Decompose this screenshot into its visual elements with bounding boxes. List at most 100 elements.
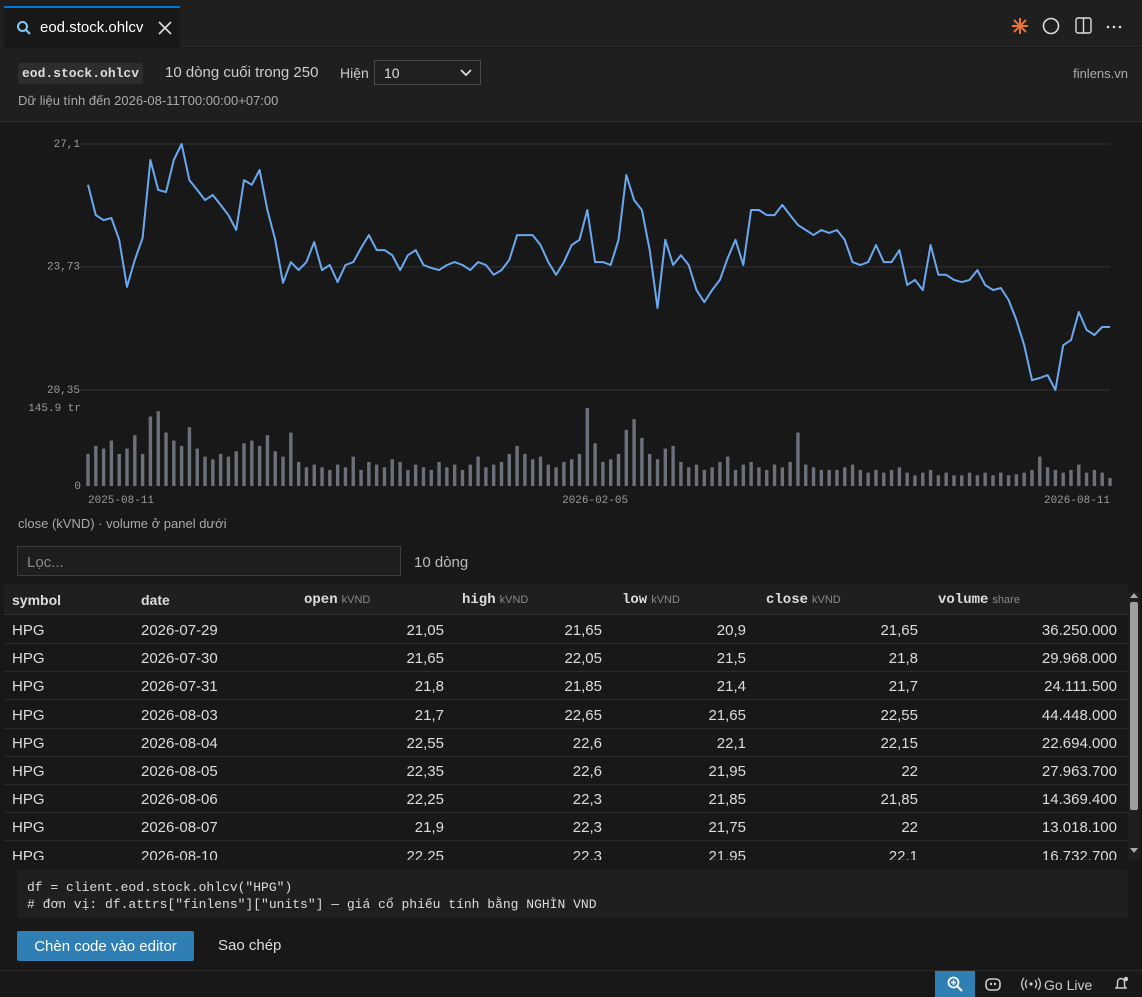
table-cell: 21,8 [888,650,918,668]
volume-bar [866,472,870,486]
volume-bar [406,469,410,486]
scrollbar[interactable] [1128,592,1140,860]
column-header[interactable]: close kVND [766,592,841,608]
table-cell: 24.111.500 [1044,678,1117,696]
y-tick-label: 23,73 [47,262,80,274]
volume-bar [367,461,371,486]
volume-bar [874,469,878,486]
table-cell: 29.968.000 [1041,650,1117,668]
table-cell: 2026-07-30 [141,650,218,668]
volume-bar [897,467,902,486]
volume-bar [468,464,472,486]
select-chevron [460,69,472,77]
table-cell: 21,65 [708,706,746,724]
brand: finlens.vn [1073,66,1128,81]
table-cell: 13.018.100 [1041,819,1117,837]
table-cell: 21,8 [414,678,444,696]
volume-bar [133,435,137,486]
volume-bar [609,459,613,486]
volume-bar [476,456,480,486]
filter-input[interactable]: Lọc... [17,546,401,576]
table-cell: HPG [12,791,45,809]
scroll-thumb[interactable] [1130,602,1138,810]
volume-bar [156,411,160,486]
notifications-icon[interactable] [1112,975,1130,993]
volume-bar [804,464,808,486]
table-cell: 21,9 [414,819,444,837]
table-cell: 36.250.000 [1041,622,1117,639]
insert-button[interactable]: Chèn code vào editor [17,931,194,961]
volume-bar [648,453,652,486]
volume-bar [499,461,504,486]
volume-bar [320,467,324,486]
table-cell: 21,05 [406,622,444,639]
volume-bar [843,467,847,486]
column-header[interactable]: open kVND [304,592,370,608]
table-cell: 2026-07-31 [141,678,218,696]
volume-bar [765,469,769,486]
volume-bar [234,451,238,486]
copilot-icon[interactable] [984,976,1002,992]
close-line [87,143,1110,391]
zoom-status[interactable] [935,971,975,997]
more-icon[interactable] [1106,25,1122,29]
table-row: HPG 2026-07-29 21,05 21,65 20,9 21,65 36.250.0… [4,616,1128,644]
volume-bar [148,416,153,486]
rows-select[interactable]: 10 [374,60,481,85]
table-cell: HPG [12,678,45,696]
volume-bar [289,432,293,486]
scroll-down[interactable] [1130,848,1138,854]
volume-bar [749,461,753,486]
code-line: # đơn vị: df.attrs["finlens"]["units"] —… [27,897,597,912]
volume-bar [811,467,816,486]
volume-bar [335,464,340,486]
column-header[interactable]: high kVND [462,592,528,608]
table-cell: 21,7 [414,706,444,724]
editor-tab[interactable]: eod.stock.ohlcv [4,6,180,47]
zoom-icon [947,976,963,992]
volume-bar [491,464,496,486]
volume-bar [398,461,402,486]
row-count: 10 dòng [414,554,469,571]
column-header[interactable]: volume share [938,592,1020,608]
table-cell: 22,05 [564,650,602,668]
column-header[interactable]: date [141,592,170,608]
go-live[interactable]: Go Live [1044,977,1093,993]
volume-bar [983,472,987,486]
code-line: df = client.eod.stock.ohlcv("HPG") [27,880,293,895]
volume-bar [250,440,254,486]
column-header[interactable]: symbol [12,592,61,608]
volume-bar [733,469,738,486]
column-name: close [766,592,809,608]
column-header[interactable]: low kVND [622,592,680,608]
volume-bar [328,469,332,486]
volume-bar [515,445,519,486]
table-cell: 22,25 [406,847,444,860]
table-cell: 16.732.700 [1041,847,1117,860]
table-cell: 2026-08-07 [141,819,218,837]
table-row: HPG 2026-08-06 22,25 22,3 21,85 21,85 14.369.4… [4,785,1128,814]
claude-icon[interactable] [1012,18,1028,34]
tab-close[interactable] [157,20,173,36]
summary: 10 dòng cuối trong 250 [165,64,319,81]
volume-bar [819,469,824,486]
volume-bar [218,453,223,486]
table-cell: HPG [12,734,45,752]
table-cell: 21,95 [708,763,746,780]
table-cell: 21,5 [716,650,746,668]
copy-button[interactable]: Sao chép [218,937,282,954]
volume-bar [757,467,761,486]
scroll-up[interactable] [1130,592,1138,598]
table-cell: HPG [12,819,45,837]
volume-bar [1108,477,1112,486]
volume-bar [913,475,917,486]
table-cell: 2026-08-10 [141,847,218,860]
volume-bar [726,456,730,486]
table-row: HPG 2026-08-04 22,55 22,6 22,1 22,15 22.694.00… [4,729,1128,757]
volume-bar [663,448,668,486]
volume-bar [1092,469,1097,486]
volume-bar [999,472,1003,486]
volume-bar [296,461,301,486]
volume-bar [593,443,597,486]
chatgpt-icon[interactable] [1042,17,1060,35]
